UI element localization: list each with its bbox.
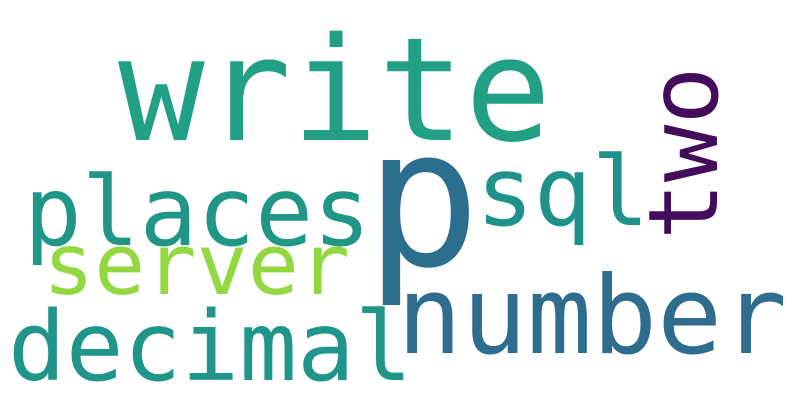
- word-write: write: [118, 6, 552, 174]
- word-decimal: decimal: [8, 291, 413, 400]
- word-server: server: [43, 216, 351, 315]
- word-two: two: [628, 66, 740, 240]
- word-p: p: [365, 88, 481, 311]
- word-number: number: [397, 254, 788, 379]
- word-places: places: [24, 156, 371, 268]
- word-sql: sql: [476, 136, 650, 248]
